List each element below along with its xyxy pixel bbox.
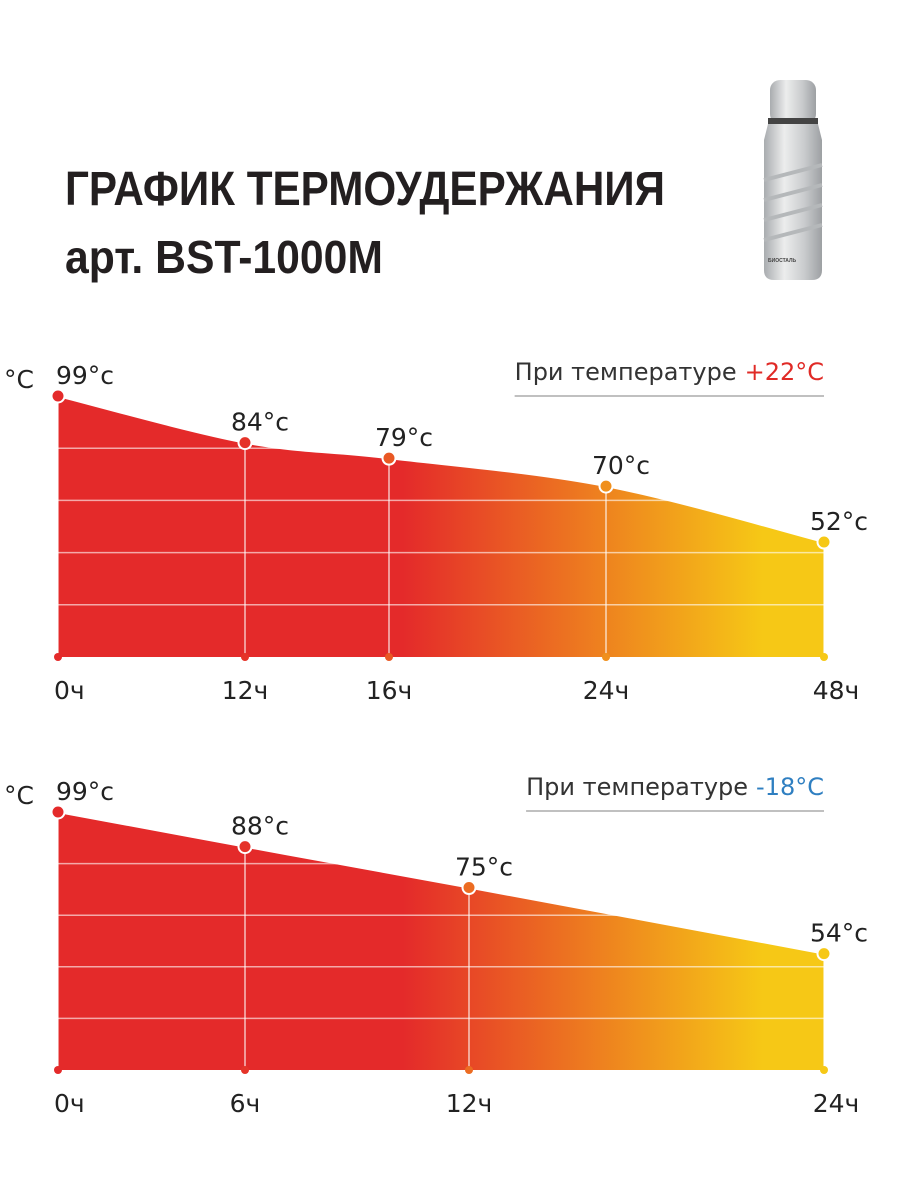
point <box>816 946 832 962</box>
x-tick-label: 24ч <box>813 1089 860 1118</box>
x-tick-label: 24ч <box>583 676 630 705</box>
point <box>461 880 477 896</box>
thermos-ring <box>768 118 818 124</box>
condition-label: При температуре <box>515 358 737 386</box>
x-tick-label: 0ч <box>54 1089 85 1118</box>
base-dot <box>820 653 828 661</box>
value-label: 99°c <box>56 361 114 390</box>
value-label: 84°c <box>231 408 289 437</box>
value-label: 70°c <box>592 451 650 480</box>
title: ГРАФИК ТЕРМОУДЕРЖАНИЯ <box>65 163 665 216</box>
value-label: 52°c <box>810 507 868 536</box>
thermos-ridges <box>763 163 823 242</box>
point <box>50 804 66 820</box>
x-tick-label: 12ч <box>446 1089 493 1118</box>
base-dot <box>241 653 249 661</box>
base-dot <box>465 1066 473 1074</box>
area <box>58 812 824 1070</box>
thermos-body <box>764 124 822 280</box>
chart: 99°c 0ч 88°c 6ч 75°c 12ч 54°c 24ч °C При температ… <box>4 773 868 1118</box>
condition-value: +22°C <box>745 358 824 386</box>
base-dot <box>820 1066 828 1074</box>
chart: 99°c 0ч 84°c 12ч 79°c 16ч 70°c 24ч 52°c 48ч °C При … <box>4 358 868 705</box>
value-label: 54°c <box>810 919 868 948</box>
x-tick-label: 0ч <box>54 676 85 705</box>
y-axis-label: °C <box>4 781 34 810</box>
area <box>58 396 824 657</box>
brand: БИОСТАЛЬ <box>768 258 796 264</box>
x-tick-label: 16ч <box>366 676 413 705</box>
value-label: 75°c <box>455 853 513 882</box>
base-dot <box>54 1066 62 1074</box>
thermos: БИОСТАЛЬ <box>763 80 823 280</box>
thermos-cap <box>770 80 816 124</box>
base-dot <box>602 653 610 661</box>
point <box>816 534 832 550</box>
point <box>381 450 397 466</box>
value-label: 99°c <box>56 777 114 806</box>
condition-label: При температуре <box>526 773 748 801</box>
line <box>57 395 825 544</box>
y-axis-label: °C <box>4 365 34 394</box>
point <box>237 839 253 855</box>
value-label: 79°c <box>375 423 433 452</box>
x-tick-label: 6ч <box>230 1089 261 1118</box>
base-dot <box>241 1066 249 1074</box>
x-tick-label: 48ч <box>813 676 860 705</box>
condition-value: -18°C <box>756 773 824 801</box>
point <box>50 388 66 404</box>
base-dot <box>54 653 62 661</box>
x-tick-label: 12ч <box>222 676 269 705</box>
line <box>57 811 825 955</box>
subtitle: арт. BST-1000M <box>65 231 383 283</box>
condition: При температуре +22°C <box>515 358 824 386</box>
point <box>598 478 614 494</box>
point <box>237 435 253 451</box>
value-label: 88°c <box>231 812 289 841</box>
condition: При температуре -18°C <box>526 773 824 801</box>
base-dot <box>385 653 393 661</box>
